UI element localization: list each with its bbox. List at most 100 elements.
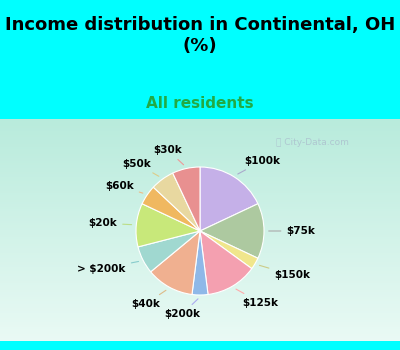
Bar bbox=[0, 313, 400, 315]
Bar bbox=[0, 338, 400, 341]
Bar bbox=[0, 218, 400, 220]
Bar bbox=[0, 186, 400, 188]
Text: $20k: $20k bbox=[88, 218, 132, 228]
Text: $100k: $100k bbox=[238, 156, 280, 174]
Bar bbox=[0, 301, 400, 304]
Bar bbox=[0, 216, 400, 218]
Bar bbox=[0, 267, 400, 269]
Text: ⓘ City-Data.com: ⓘ City-Data.com bbox=[276, 138, 348, 147]
Bar bbox=[0, 124, 400, 126]
Bar bbox=[0, 272, 400, 274]
Bar bbox=[0, 308, 400, 311]
Bar bbox=[0, 336, 400, 338]
Text: $125k: $125k bbox=[236, 289, 278, 308]
Bar bbox=[0, 281, 400, 283]
Bar bbox=[0, 193, 400, 195]
Bar bbox=[0, 239, 400, 241]
Bar bbox=[0, 292, 400, 295]
Bar bbox=[0, 128, 400, 131]
Bar bbox=[0, 151, 400, 154]
Wedge shape bbox=[153, 173, 200, 231]
Text: $60k: $60k bbox=[105, 181, 143, 193]
Bar bbox=[0, 223, 400, 225]
Bar bbox=[0, 311, 400, 313]
Bar bbox=[0, 220, 400, 223]
Bar bbox=[0, 209, 400, 211]
Bar bbox=[0, 274, 400, 276]
Bar bbox=[0, 158, 400, 161]
Bar bbox=[0, 315, 400, 318]
Bar bbox=[0, 345, 400, 348]
Text: $30k: $30k bbox=[153, 145, 184, 165]
Bar bbox=[0, 327, 400, 329]
Bar bbox=[0, 295, 400, 297]
Bar bbox=[0, 195, 400, 197]
Text: $75k: $75k bbox=[269, 226, 315, 236]
Bar bbox=[0, 262, 400, 265]
Bar bbox=[0, 121, 400, 124]
Bar bbox=[0, 119, 400, 121]
Bar bbox=[0, 149, 400, 151]
Bar bbox=[0, 324, 400, 327]
Bar bbox=[0, 214, 400, 216]
Wedge shape bbox=[173, 167, 200, 231]
Wedge shape bbox=[200, 167, 258, 231]
Bar bbox=[0, 188, 400, 191]
Bar bbox=[0, 341, 400, 343]
Bar bbox=[0, 126, 400, 128]
Bar bbox=[0, 329, 400, 331]
Bar bbox=[0, 170, 400, 172]
Bar bbox=[0, 251, 400, 253]
Bar bbox=[0, 177, 400, 179]
Bar bbox=[0, 138, 400, 140]
Text: $200k: $200k bbox=[164, 299, 200, 319]
Bar bbox=[0, 343, 400, 345]
Bar bbox=[0, 255, 400, 258]
Bar bbox=[0, 131, 400, 133]
Bar bbox=[0, 246, 400, 248]
Bar bbox=[0, 191, 400, 193]
Bar bbox=[0, 204, 400, 207]
Wedge shape bbox=[192, 231, 208, 295]
Wedge shape bbox=[136, 204, 200, 247]
Bar bbox=[0, 283, 400, 285]
Bar bbox=[0, 181, 400, 184]
Bar bbox=[0, 234, 400, 237]
Bar bbox=[0, 304, 400, 306]
Bar bbox=[0, 260, 400, 262]
Bar bbox=[0, 145, 400, 147]
Bar bbox=[0, 135, 400, 138]
Bar bbox=[0, 202, 400, 204]
Bar bbox=[0, 348, 400, 350]
Text: > $200k: > $200k bbox=[78, 261, 138, 274]
Bar bbox=[0, 207, 400, 209]
Bar bbox=[0, 299, 400, 301]
Bar bbox=[0, 276, 400, 278]
Bar bbox=[0, 163, 400, 165]
Text: All residents: All residents bbox=[146, 96, 254, 111]
Wedge shape bbox=[138, 231, 200, 272]
Bar bbox=[0, 278, 400, 281]
Bar bbox=[0, 318, 400, 320]
Wedge shape bbox=[200, 204, 264, 258]
Bar bbox=[0, 244, 400, 246]
Bar bbox=[0, 306, 400, 308]
Wedge shape bbox=[142, 187, 200, 231]
Bar bbox=[0, 269, 400, 272]
Bar bbox=[0, 331, 400, 334]
Bar bbox=[0, 156, 400, 158]
Bar bbox=[0, 228, 400, 230]
Text: Income distribution in Continental, OH
(%): Income distribution in Continental, OH (… bbox=[5, 16, 395, 55]
Wedge shape bbox=[151, 231, 200, 294]
Bar bbox=[0, 179, 400, 181]
Bar bbox=[0, 290, 400, 292]
Text: $50k: $50k bbox=[122, 159, 159, 176]
Bar bbox=[0, 142, 400, 145]
Text: $40k: $40k bbox=[131, 290, 166, 309]
Bar bbox=[0, 165, 400, 168]
Bar bbox=[0, 133, 400, 135]
Bar bbox=[0, 253, 400, 255]
Wedge shape bbox=[200, 231, 252, 294]
Bar bbox=[0, 258, 400, 260]
Bar bbox=[0, 297, 400, 299]
